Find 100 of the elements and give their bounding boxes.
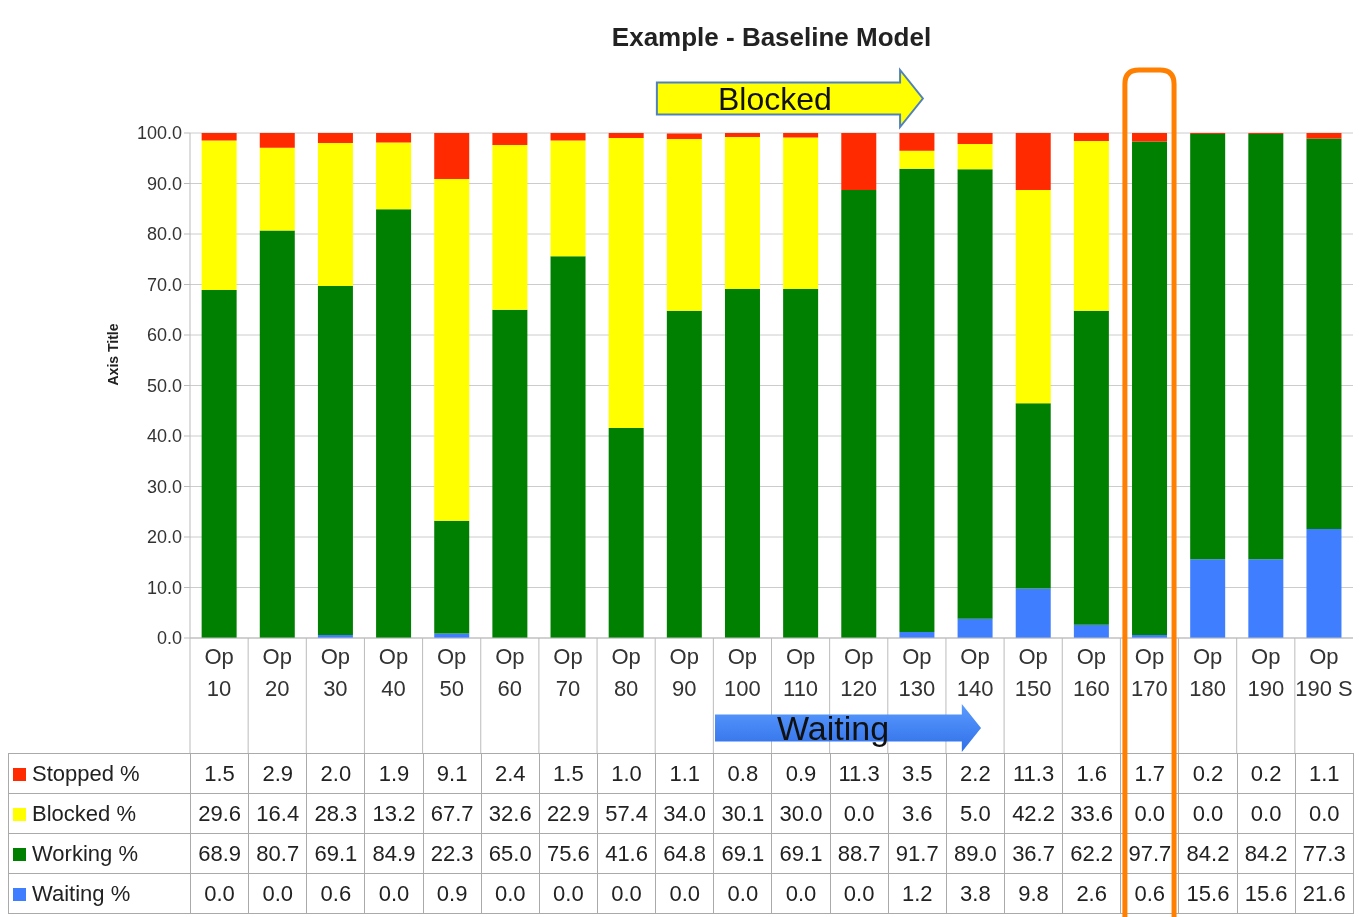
legend-label: Stopped % xyxy=(32,760,140,786)
data-label: 62.2 xyxy=(1062,833,1121,874)
y-tick-label: 60.0 xyxy=(146,325,182,346)
data-label: 36.7 xyxy=(1004,833,1063,874)
legend-label: Working % xyxy=(32,840,138,866)
data-label: 22.9 xyxy=(539,793,598,834)
x-tick-label: Op 90 xyxy=(669,644,699,701)
bar xyxy=(1248,134,1284,560)
data-label: 30.1 xyxy=(713,793,772,834)
data-label: 9.1 xyxy=(423,753,482,794)
bar xyxy=(376,133,412,143)
x-tick-label: Op 40 xyxy=(378,644,409,701)
data-label: 33.6 xyxy=(1062,793,1121,834)
bar xyxy=(1248,559,1284,638)
data-label: 15.6 xyxy=(1178,873,1238,914)
data-label: 3.8 xyxy=(946,873,1005,914)
data-label: 68.9 xyxy=(190,833,249,874)
data-label: 9.8 xyxy=(1004,873,1063,914)
bar xyxy=(957,144,993,170)
bar xyxy=(201,140,237,291)
data-label: 15.6 xyxy=(1237,873,1296,914)
x-tick-label: Op 190 S xyxy=(1295,644,1353,701)
bar xyxy=(550,256,586,638)
bar xyxy=(492,145,528,310)
data-label: 22.3 xyxy=(423,833,482,874)
data-label: 0.2 xyxy=(1178,753,1238,794)
bar xyxy=(317,133,353,144)
data-label: 80.7 xyxy=(248,833,307,874)
y-tick-label: 40.0 xyxy=(146,426,182,447)
data-label: 32.6 xyxy=(481,793,540,834)
bar xyxy=(1015,403,1051,589)
data-label: 0.0 xyxy=(771,873,831,914)
data-label: 0.0 xyxy=(713,873,772,914)
legend-label: Waiting % xyxy=(32,880,131,906)
data-label: 0.0 xyxy=(830,793,889,834)
bar xyxy=(434,133,470,179)
bar xyxy=(201,133,237,141)
data-label: 0.6 xyxy=(1120,873,1179,914)
bar xyxy=(841,190,877,638)
bar xyxy=(724,133,760,138)
data-label: 3.5 xyxy=(888,753,947,794)
data-label: 0.0 xyxy=(1237,793,1296,834)
data-label: 11.3 xyxy=(1004,753,1063,794)
data-label: 0.0 xyxy=(597,873,656,914)
data-label: 1.2 xyxy=(888,873,947,914)
data-label: 69.1 xyxy=(306,833,365,874)
data-label: 64.8 xyxy=(655,833,714,874)
data-label: 57.4 xyxy=(597,793,656,834)
bar xyxy=(1132,141,1168,635)
bar xyxy=(724,289,760,638)
x-tick-label: Op 100 xyxy=(724,644,761,701)
data-label: 34.0 xyxy=(655,793,714,834)
y-tick-label: 20.0 xyxy=(146,527,182,548)
data-label: 0.9 xyxy=(423,873,482,914)
bar xyxy=(957,618,993,638)
x-tick-label: Op 20 xyxy=(262,644,292,701)
data-label: 28.3 xyxy=(306,793,365,834)
bar xyxy=(259,133,295,148)
data-label: 69.1 xyxy=(771,833,831,874)
bar xyxy=(666,310,702,638)
data-label: 1.7 xyxy=(1120,753,1179,794)
x-tick-label: Op 60 xyxy=(495,644,525,701)
data-label: 0.0 xyxy=(830,873,889,914)
bar xyxy=(899,133,935,151)
x-tick-label: Op 180 xyxy=(1189,644,1226,701)
x-tick-label: Op 170 xyxy=(1131,644,1168,701)
data-label: 75.6 xyxy=(539,833,598,874)
bar xyxy=(1190,559,1226,638)
data-label: 0.0 xyxy=(248,873,307,914)
bar xyxy=(376,142,412,210)
bar xyxy=(1073,133,1109,142)
data-label: 5.0 xyxy=(946,793,1005,834)
bar xyxy=(608,133,644,139)
x-tick-label: Op 30 xyxy=(320,644,351,701)
data-label: 1.5 xyxy=(190,753,249,794)
data-label: 29.6 xyxy=(190,793,249,834)
x-tick-label: Op 120 xyxy=(840,644,878,701)
data-label: 91.7 xyxy=(888,833,947,874)
data-label: 1.5 xyxy=(539,753,598,794)
data-label: 0.0 xyxy=(539,873,598,914)
y-tick-label: 100.0 xyxy=(136,123,182,144)
y-tick-label: 80.0 xyxy=(146,224,182,245)
x-tick-label: Op 140 xyxy=(956,644,994,701)
bar xyxy=(724,137,760,290)
bar xyxy=(550,133,586,141)
data-label: 0.0 xyxy=(481,873,540,914)
bar xyxy=(434,520,470,634)
bar xyxy=(666,133,702,140)
x-tick-label: Op 150 xyxy=(1014,644,1052,701)
y-tick-label: 90.0 xyxy=(146,173,182,194)
data-label: 11.3 xyxy=(830,753,889,794)
data-label: 0.9 xyxy=(771,753,831,794)
legend-label: Blocked % xyxy=(32,800,136,826)
data-label: 88.7 xyxy=(830,833,889,874)
bar xyxy=(1015,133,1051,191)
bar xyxy=(317,286,353,635)
x-tick-label: Op 80 xyxy=(611,644,641,701)
bar xyxy=(434,178,470,521)
bar xyxy=(492,133,528,146)
y-tick-label: 0.0 xyxy=(156,628,182,649)
